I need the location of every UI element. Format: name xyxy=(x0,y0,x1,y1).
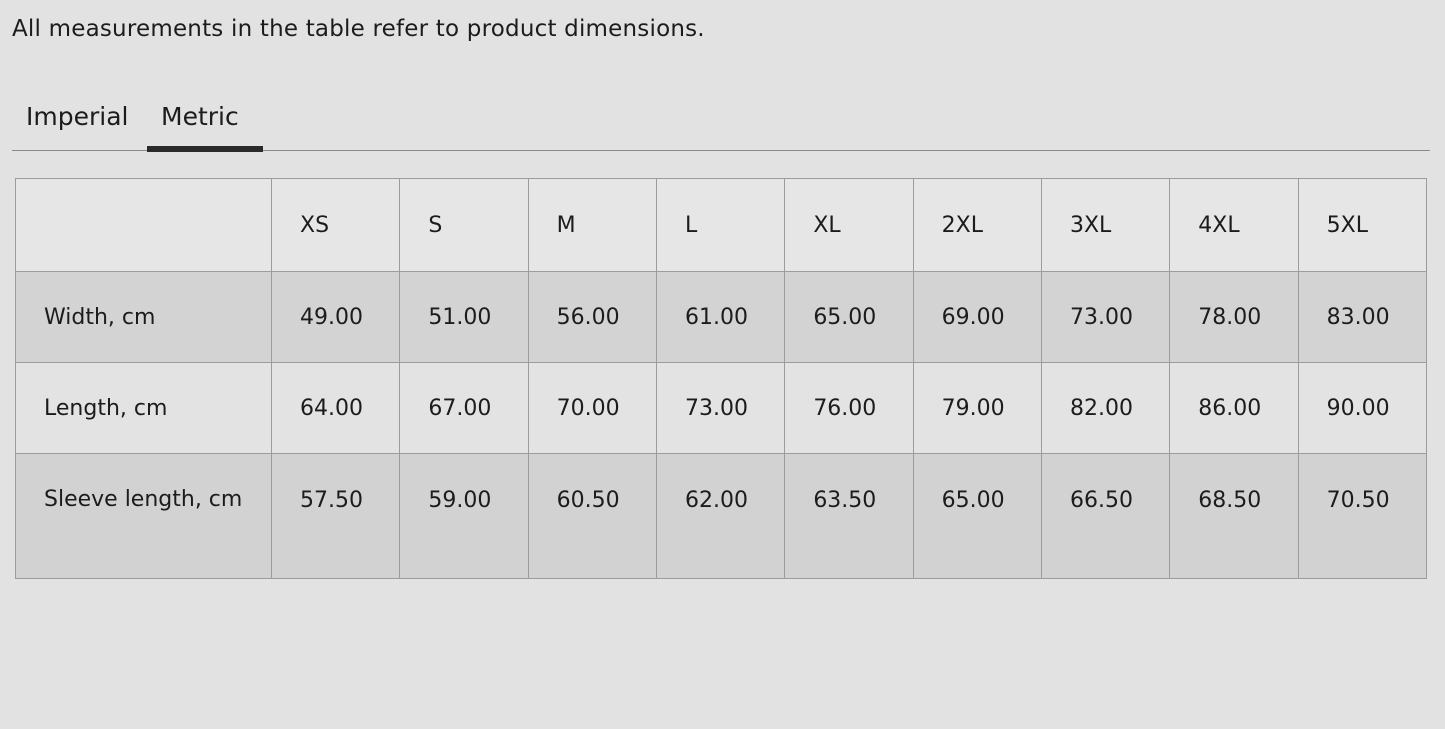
table-cell: 73.00 xyxy=(655,362,786,454)
size-header: 5XL xyxy=(1297,178,1428,272)
table-cell: 61.00 xyxy=(655,271,786,363)
size-header: XL xyxy=(784,178,914,272)
table-cell: 83.00 xyxy=(1297,271,1428,363)
table-cell: 57.50 xyxy=(270,453,401,579)
table-cell: 69.00 xyxy=(912,271,1042,363)
size-header: 4XL xyxy=(1169,178,1299,272)
size-header: XS xyxy=(270,178,401,272)
size-header: 3XL xyxy=(1040,178,1171,272)
table-cell: 67.00 xyxy=(399,362,529,454)
tab-metric[interactable]: Metric xyxy=(161,102,239,131)
table-row: Length, cm 64.00 67.00 70.00 73.00 76.00 79.00… xyxy=(15,362,1428,454)
size-table: XS S M L XL 2XL 3XL 4XL 5XL Width, cm 49.00 51.00 56… xyxy=(15,178,1428,579)
table-cell: 59.00 xyxy=(399,453,529,579)
table-cell: 82.00 xyxy=(1040,362,1171,454)
table-cell: 63.50 xyxy=(784,453,914,579)
row-label: Sleeve length, cm xyxy=(15,453,272,579)
table-cell: 78.00 xyxy=(1169,271,1299,363)
table-cell: 66.50 xyxy=(1040,453,1171,579)
table-row: Width, cm 49.00 51.00 56.00 61.00 65.00 69.00 7… xyxy=(15,271,1428,363)
table-cell: 64.00 xyxy=(270,362,401,454)
table-cell: 49.00 xyxy=(270,271,401,363)
size-header: S xyxy=(399,178,529,272)
table-header-row: XS S M L XL 2XL 3XL 4XL 5XL xyxy=(15,178,1428,272)
table-row: Sleeve length, cm 57.50 59.00 60.50 62.00 63.… xyxy=(15,453,1428,579)
header-empty-cell xyxy=(15,178,272,272)
row-label: Length, cm xyxy=(15,362,272,454)
table-cell: 70.50 xyxy=(1297,453,1428,579)
table-cell: 79.00 xyxy=(912,362,1042,454)
measurements-note: All measurements in the table refer to p… xyxy=(12,16,705,42)
table-cell: 65.00 xyxy=(912,453,1042,579)
size-header: 2XL xyxy=(912,178,1042,272)
table-cell: 68.50 xyxy=(1169,453,1299,579)
table-cell: 90.00 xyxy=(1297,362,1428,454)
size-header: M xyxy=(527,178,657,272)
row-label: Width, cm xyxy=(15,271,272,363)
table-cell: 70.00 xyxy=(527,362,657,454)
unit-tabs: Imperial Metric xyxy=(12,96,1430,152)
size-header: L xyxy=(655,178,786,272)
table-cell: 62.00 xyxy=(655,453,786,579)
table-cell: 65.00 xyxy=(784,271,914,363)
table-cell: 60.50 xyxy=(527,453,657,579)
table-cell: 73.00 xyxy=(1040,271,1171,363)
table-cell: 51.00 xyxy=(399,271,529,363)
tab-imperial[interactable]: Imperial xyxy=(26,102,129,131)
table-cell: 56.00 xyxy=(527,271,657,363)
active-tab-indicator xyxy=(147,146,263,152)
table-cell: 76.00 xyxy=(784,362,914,454)
table-cell: 86.00 xyxy=(1169,362,1299,454)
